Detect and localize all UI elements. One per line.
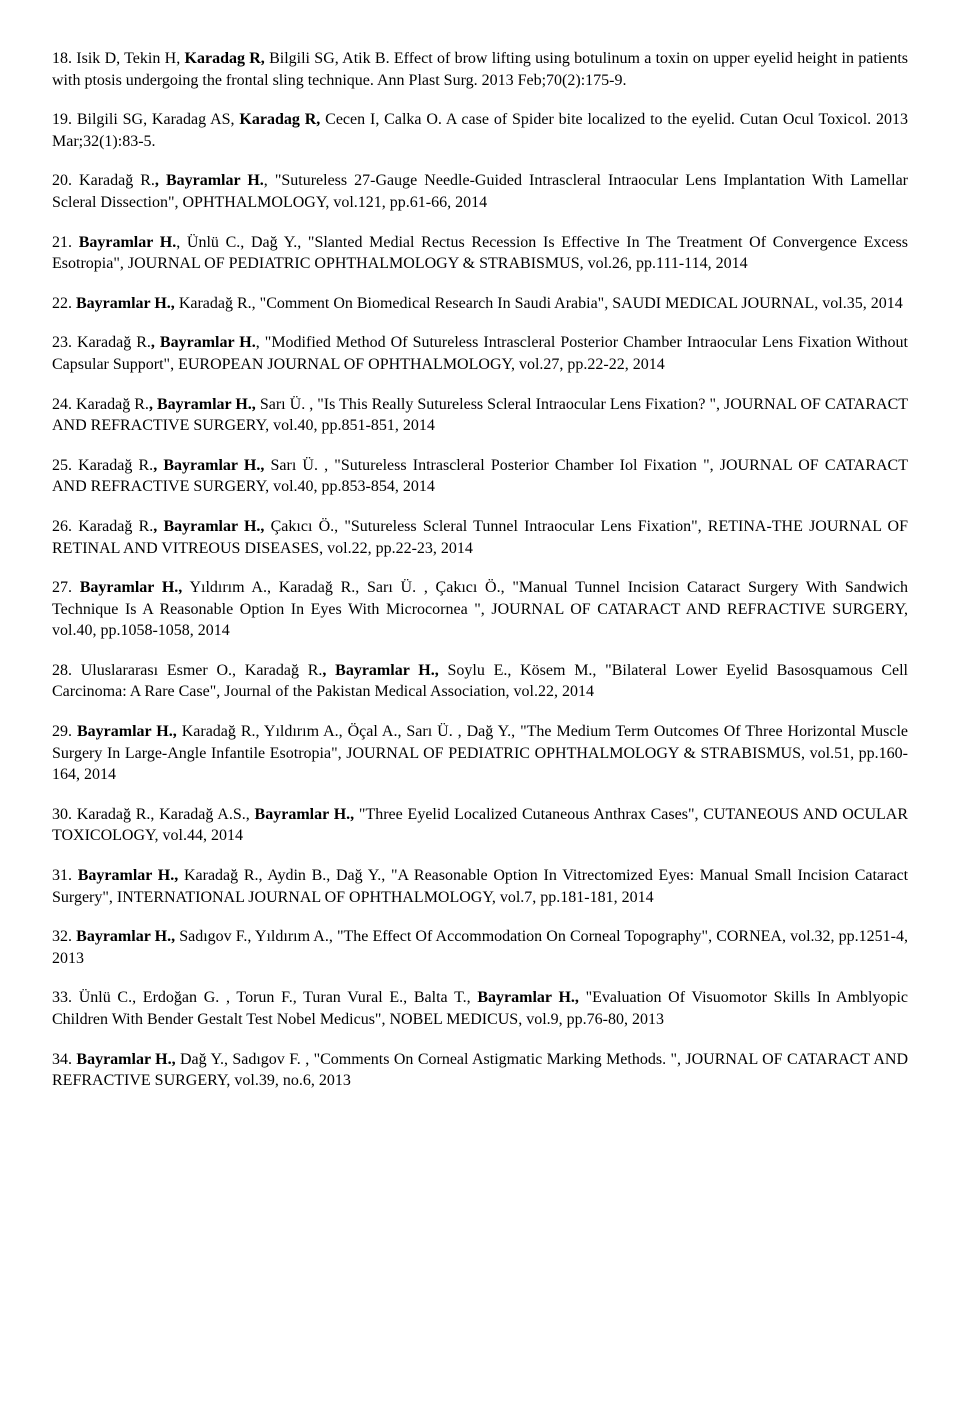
reference-item: 22. Bayramlar H., Karadağ R., "Comment O…: [52, 293, 908, 315]
author-bold: , Bayramlar H.: [151, 334, 256, 351]
author-bold: Karadag R,: [185, 50, 265, 67]
author-bold: Bayramlar H.,: [80, 579, 183, 596]
reference-text: 24. Karadağ R.: [52, 396, 149, 413]
reference-text: 23. Karadağ R.: [52, 334, 151, 351]
reference-item: 24. Karadağ R., Bayramlar H., Sarı Ü. , …: [52, 394, 908, 437]
reference-item: 27. Bayramlar H., Yıldırım A., Karadağ R…: [52, 577, 908, 642]
reference-item: 29. Bayramlar H., Karadağ R., Yıldırım A…: [52, 721, 908, 786]
author-bold: Bayramlar H.: [79, 234, 177, 251]
reference-text: 22.: [52, 295, 76, 312]
reference-text: , Ünlü C., Dağ Y., "Slanted Medial Rectu…: [52, 234, 908, 273]
reference-item: 18. Isik D, Tekin H, Karadag R, Bilgili …: [52, 48, 908, 91]
reference-item: 32. Bayramlar H., Sadıgov F., Yıldırım A…: [52, 926, 908, 969]
reference-text: 19. Bilgili SG, Karadag AS,: [52, 111, 239, 128]
reference-text: 20. Karadağ R.: [52, 172, 155, 189]
reference-item: 33. Ünlü C., Erdoğan G. , Torun F., Tura…: [52, 987, 908, 1030]
author-bold: Bayramlar H.,: [78, 867, 179, 884]
author-bold: Bayramlar H.,: [76, 928, 175, 945]
reference-text: Sadıgov F., Yıldırım A., "The Effect Of …: [52, 928, 908, 967]
reference-text: 21.: [52, 234, 79, 251]
reference-item: 30. Karadağ R., Karadağ A.S., Bayramlar …: [52, 804, 908, 847]
reference-text: 30. Karadağ R., Karadağ A.S.,: [52, 806, 255, 823]
reference-list: 18. Isik D, Tekin H, Karadag R, Bilgili …: [52, 48, 908, 1092]
reference-item: 26. Karadağ R., Bayramlar H., Çakıcı Ö.,…: [52, 516, 908, 559]
reference-text: 26. Karadağ R.: [52, 518, 153, 535]
author-bold: Bayramlar H.,: [77, 723, 177, 740]
reference-text: 27.: [52, 579, 80, 596]
reference-item: 31. Bayramlar H., Karadağ R., Aydin B., …: [52, 865, 908, 908]
reference-text: Karadağ R., Aydin B., Dağ Y., "A Reasona…: [52, 867, 908, 906]
author-bold: , Bayramlar H.: [155, 172, 264, 189]
reference-item: 20. Karadağ R., Bayramlar H., "Sutureles…: [52, 170, 908, 213]
reference-item: 28. Uluslararası Esmer O., Karadağ R., B…: [52, 660, 908, 703]
reference-item: 21. Bayramlar H., Ünlü C., Dağ Y., "Slan…: [52, 232, 908, 275]
reference-item: 34. Bayramlar H., Dağ Y., Sadıgov F. , "…: [52, 1049, 908, 1092]
author-bold: , Bayramlar H.,: [153, 518, 264, 535]
reference-text: 34.: [52, 1051, 76, 1068]
reference-item: 19. Bilgili SG, Karadag AS, Karadag R, C…: [52, 109, 908, 152]
reference-text: Karadağ R., "Comment On Biomedical Resea…: [175, 295, 903, 312]
reference-text: 29.: [52, 723, 77, 740]
reference-text: 28. Uluslararası Esmer O., Karadağ R.: [52, 662, 322, 679]
author-bold: Karadag R,: [239, 111, 320, 128]
reference-text: 25. Karadağ R.: [52, 457, 153, 474]
author-bold: Bayramlar H.,: [255, 806, 355, 823]
author-bold: Bayramlar H.,: [76, 1051, 175, 1068]
reference-text: Karadağ R., Yıldırım A., Öçal A., Sarı Ü…: [52, 723, 908, 783]
author-bold: , Bayramlar H.,: [153, 457, 264, 474]
reference-text: 33. Ünlü C., Erdoğan G. , Torun F., Tura…: [52, 989, 477, 1006]
reference-text: 31.: [52, 867, 78, 884]
author-bold: , Bayramlar H.,: [322, 662, 438, 679]
reference-text: 18. Isik D, Tekin H,: [52, 50, 185, 67]
reference-item: 23. Karadağ R., Bayramlar H., "Modified …: [52, 332, 908, 375]
author-bold: Bayramlar H.,: [477, 989, 579, 1006]
author-bold: Bayramlar H.,: [76, 295, 175, 312]
reference-text: Dağ Y., Sadıgov F. , "Comments On Cornea…: [52, 1051, 908, 1090]
reference-text: 32.: [52, 928, 76, 945]
author-bold: , Bayramlar H.,: [149, 396, 256, 413]
reference-item: 25. Karadağ R., Bayramlar H., Sarı Ü. , …: [52, 455, 908, 498]
